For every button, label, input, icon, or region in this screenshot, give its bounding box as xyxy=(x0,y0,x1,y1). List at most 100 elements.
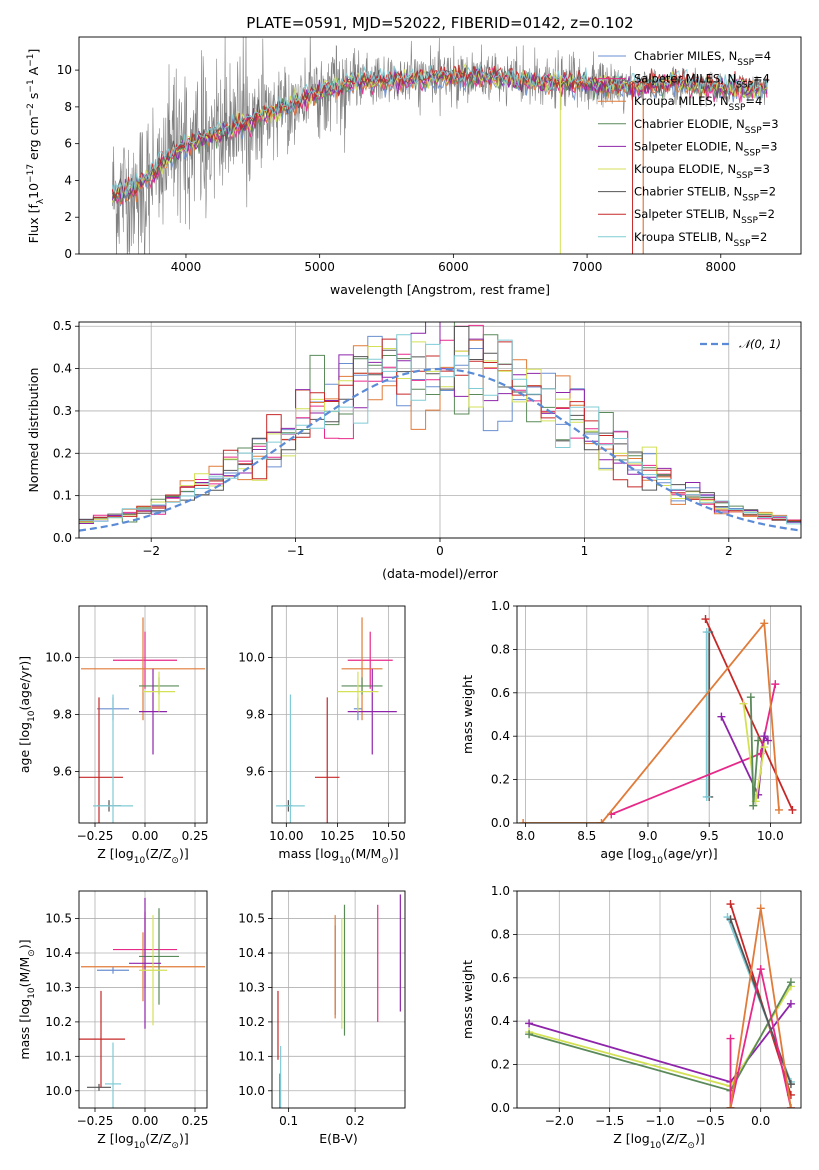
y-axis-label: mass weight xyxy=(460,675,475,754)
legend-label-part: Chabrier STELIB, N xyxy=(634,185,742,199)
x-tick-label: 0.2 xyxy=(346,1114,365,1128)
x-tick-label: 9.5 xyxy=(700,829,719,843)
x-tick-label: 0 xyxy=(436,544,444,558)
y-axis-label-part: 10 xyxy=(27,987,37,999)
legend-label-part: SSP xyxy=(742,194,759,204)
legend-label: Salpeter MILES, NSSP=4 xyxy=(634,72,770,91)
legend-label-part: =2 xyxy=(758,207,775,221)
y-axis-label-part: erg cm xyxy=(26,116,41,164)
weight-marker xyxy=(702,628,711,637)
x-axis-label: mass [log10(M/M⊙)] xyxy=(278,846,398,866)
x-axis-label-part: 10 xyxy=(652,856,664,866)
axes-age_vs_mass: 10.00 10.25 10.50 9.6 9.8 10.0 mass [log10(M/M… xyxy=(238,605,406,866)
weight-marker xyxy=(760,619,769,628)
legend-label-part: Chabrier ELODIE, N xyxy=(634,117,745,131)
axes-spectrum: 4000 5000 6000 7000 8000 0 2 4 6 8 10 Chabrier MILE… xyxy=(26,36,802,297)
plot-area-residuals xyxy=(79,322,801,532)
x-axis-label-part: )] xyxy=(695,1131,705,1146)
x-axis-label-part: 10 xyxy=(134,856,146,866)
y-axis-label: Normed distribution xyxy=(26,368,41,493)
x-tick-label: 0.0 xyxy=(751,1114,770,1128)
legend-label: Chabrier MILES, NSSP=4 xyxy=(634,49,771,68)
y-axis-label-part: −1 xyxy=(26,79,36,92)
legend-label-part: Salpeter ELODIE, N xyxy=(634,139,744,153)
y-tick-label: 10.4 xyxy=(45,946,72,960)
x-axis-label-part: (age/yr)] xyxy=(663,846,718,861)
model-line-8 xyxy=(111,64,768,198)
y-axis-label-part: )] xyxy=(17,939,32,949)
y-tick-label: 0.0 xyxy=(491,1101,510,1115)
x-axis-label: Z [log10(Z/Z⊙)] xyxy=(97,1131,188,1151)
x-axis-label: (data-model)/error xyxy=(382,566,499,581)
y-tick-label: 0.0 xyxy=(491,816,510,830)
y-tick-label: 0.2 xyxy=(491,773,510,787)
x-axis-label-part: ⊙ xyxy=(171,1141,179,1151)
legend-label-part: =3 xyxy=(753,162,770,176)
axes-mass_vs_ebv: 0.1 0.2 10.0 10.1 10.2 10.3 10.4 10.5 E(B-V) xyxy=(238,890,406,1146)
y-tick-label: 1.0 xyxy=(491,599,510,613)
y-tick-label: 0.8 xyxy=(491,927,510,941)
x-tick-label: 9.0 xyxy=(638,829,657,843)
y-tick-label: 10.2 xyxy=(238,1015,265,1029)
x-tick-label: 5000 xyxy=(304,260,335,274)
x-tick-label: 10.0 xyxy=(757,829,784,843)
legend-label-part: =2 xyxy=(759,185,776,199)
y-tick-label: 1.0 xyxy=(491,884,510,898)
x-axis-label-part: age [log xyxy=(600,846,651,861)
x-tick-label: −1.5 xyxy=(595,1114,624,1128)
y-axis-label-part: A xyxy=(26,66,41,79)
legend-label: Kroupa MILES, NSSP=4 xyxy=(634,94,762,113)
y-tick-label: 10.0 xyxy=(238,1084,265,1098)
x-axis-label-part: 10 xyxy=(339,856,351,866)
y-tick-label: 10.1 xyxy=(45,1049,72,1063)
y-axis-label-part: (age/yr)] xyxy=(17,656,32,711)
y-tick-label: 10.2 xyxy=(45,1015,72,1029)
axes-frame xyxy=(78,890,208,1109)
y-tick-label: 0.6 xyxy=(491,971,510,985)
y-tick-label: 0.8 xyxy=(491,642,510,656)
y-tick-label: 0.4 xyxy=(53,362,72,376)
x-tick-label: −1.0 xyxy=(645,1114,674,1128)
x-axis-label-part: )] xyxy=(179,846,189,861)
y-tick-label: 10.3 xyxy=(45,980,72,994)
weight-marker xyxy=(739,699,748,708)
x-axis-label-part: )] xyxy=(179,1131,189,1146)
y-axis-label: Flux [fλ10−17 erg cm−2 s−1 A−1] xyxy=(26,49,46,244)
weight-marker xyxy=(726,915,735,924)
x-axis-label: E(B-V) xyxy=(319,1131,358,1146)
y-tick-label: 9.8 xyxy=(246,708,265,722)
weight-marker xyxy=(786,978,795,987)
x-tick-label: 4000 xyxy=(171,260,202,274)
y-tick-label: 10.0 xyxy=(238,650,265,664)
weight-line-5 xyxy=(729,918,792,1085)
y-tick-label: 10.3 xyxy=(238,980,265,994)
y-tick-label: 9.6 xyxy=(53,765,72,779)
weight-marker xyxy=(726,900,735,909)
y-tick-label: 4 xyxy=(64,173,72,187)
weight-marker xyxy=(756,904,765,913)
weight-marker xyxy=(786,1104,795,1108)
weight-line-4 xyxy=(523,621,780,823)
x-tick-label: 2 xyxy=(725,544,733,558)
legend-label: 𝒩(0, 1) xyxy=(739,337,781,351)
y-tick-label: 10.1 xyxy=(238,1049,265,1063)
legend-spectrum: Chabrier MILES, NSSP=4 Salpeter MILES, NS… xyxy=(598,49,779,249)
axes-frame xyxy=(271,890,406,1109)
histogram-1 xyxy=(79,324,801,525)
grid-mass_vs_ebv xyxy=(272,891,405,1108)
y-axis-label-part: −17 xyxy=(26,164,36,183)
y-tick-label: 0.3 xyxy=(53,404,72,418)
axes-frame xyxy=(516,890,802,1109)
x-axis-label-part: 10 xyxy=(650,1141,662,1151)
x-tick-label: −2 xyxy=(142,544,160,558)
weight-marker xyxy=(726,1034,735,1043)
x-axis-label-part: E(B-V) xyxy=(319,1131,358,1146)
x-axis-label-part: (Z/Z xyxy=(145,1131,171,1146)
y-axis-label-part: ⊙ xyxy=(27,949,37,957)
weight-marker xyxy=(756,965,765,974)
weight-marker xyxy=(519,819,528,823)
weight-line-6 xyxy=(729,968,792,1108)
weight-marker xyxy=(763,736,772,745)
x-axis-label-part: (M/M xyxy=(351,846,382,861)
legend-label-part: SSP xyxy=(736,171,753,181)
